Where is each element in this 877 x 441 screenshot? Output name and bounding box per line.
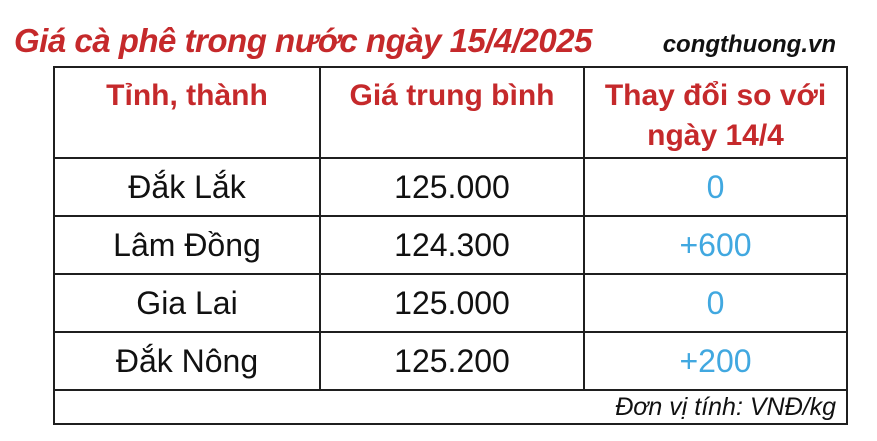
province-cell: Gia Lai (53, 273, 321, 333)
table-row: Gia Lai 125.000 0 (53, 273, 848, 333)
page-title: Giá cà phê trong nước ngày 15/4/2025 (14, 22, 592, 59)
table-row: Đắk Lắk 125.000 0 (53, 157, 848, 217)
table-row: Lâm Đồng 124.300 +600 (53, 215, 848, 275)
price-cell: 125.200 (319, 331, 585, 391)
province-cell: Đắk Lắk (53, 157, 321, 217)
table-row: Đắk Nông 125.200 +200 (53, 331, 848, 391)
change-cell: 0 (583, 273, 848, 333)
table-header-row: Tỉnh, thành Giá trung bình Thay đổi so v… (53, 66, 848, 159)
province-cell: Lâm Đồng (53, 215, 321, 275)
table-footer-row: Đơn vị tính: VNĐ/kg (53, 389, 848, 425)
province-cell: Đắk Nông (53, 331, 321, 391)
column-header-average-price: Giá trung bình (319, 66, 585, 159)
price-cell: 124.300 (319, 215, 585, 275)
change-cell: 0 (583, 157, 848, 217)
change-cell: +600 (583, 215, 848, 275)
unit-note: Đơn vị tính: VNĐ/kg (53, 389, 848, 425)
header-bar: Giá cà phê trong nước ngày 15/4/2025 con… (14, 22, 836, 60)
price-cell: 125.000 (319, 273, 585, 333)
source-watermark: congthuong.vn (662, 31, 836, 58)
column-header-change: Thay đổi so với ngày 14/4 (583, 66, 848, 159)
price-cell: 125.000 (319, 157, 585, 217)
change-cell: +200 (583, 331, 848, 391)
column-header-province: Tỉnh, thành (53, 66, 321, 159)
coffee-price-table: Tỉnh, thành Giá trung bình Thay đổi so v… (53, 66, 848, 425)
